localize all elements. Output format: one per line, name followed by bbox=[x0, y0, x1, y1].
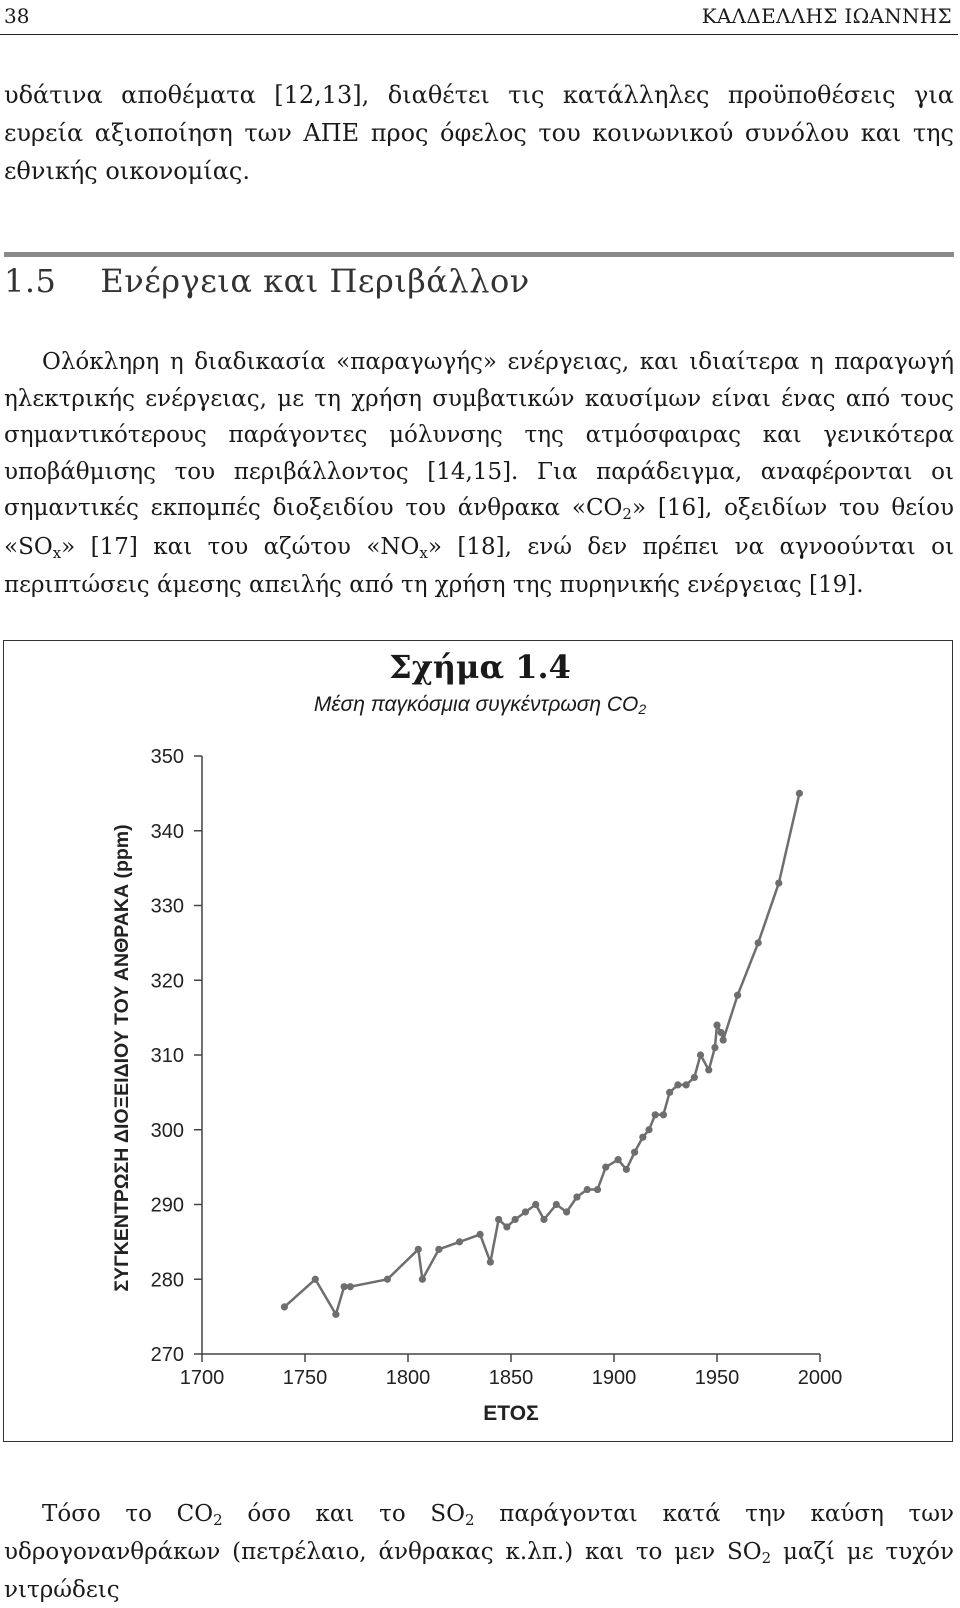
data-point bbox=[717, 1028, 725, 1037]
page-header: 38 ΚΑΛΔΕΛΛΗΣ ΙΩΑΝΝΗΣ bbox=[0, 0, 958, 35]
x-tick-label: 1700 bbox=[180, 1367, 225, 1389]
data-point bbox=[552, 1200, 560, 1209]
data-point bbox=[754, 939, 762, 947]
data-point bbox=[622, 1165, 630, 1173]
page-number: 38 bbox=[4, 4, 30, 28]
data-point bbox=[486, 1258, 494, 1266]
data-point bbox=[532, 1200, 540, 1209]
x-tick-label: 1950 bbox=[695, 1367, 740, 1389]
intro-paragraph: υδάτινα αποθέματα [12,13], διαθέτει τις … bbox=[4, 81, 954, 185]
data-point bbox=[280, 1303, 288, 1311]
y-tick-label: 330 bbox=[151, 896, 184, 918]
data-point bbox=[711, 1043, 719, 1052]
data-point bbox=[602, 1163, 610, 1171]
y-tick-label: 310 bbox=[151, 1045, 184, 1067]
data-point bbox=[795, 789, 804, 797]
paragraph-text: όσο και το SO bbox=[222, 1501, 465, 1527]
data-point bbox=[645, 1126, 653, 1134]
x-tick-label: 2000 bbox=[798, 1367, 843, 1389]
data-point bbox=[705, 1066, 713, 1074]
y-tick-label: 340 bbox=[151, 821, 184, 843]
x-tick-label: 1800 bbox=[386, 1367, 431, 1389]
section-paragraph: Ολόκληρη η διαδικασία «παραγωγής» ενέργε… bbox=[4, 344, 954, 604]
data-point bbox=[651, 1111, 659, 1119]
y-axis-label: ΣΥΓΚΕΝΤΡΩΣΗ ΔΙΟΞΕΙΔΙΟΥ ΤΟΥ ΑΝΘΡΑΚΑ (ppm) bbox=[111, 824, 133, 1291]
subscript: 2 bbox=[464, 1511, 475, 1529]
x-axis-label: ΕΤΟΣ bbox=[483, 1402, 538, 1425]
co2-series-line bbox=[283, 793, 801, 1316]
data-point bbox=[521, 1208, 530, 1216]
data-point bbox=[383, 1275, 391, 1283]
section-number: 1.5 bbox=[4, 262, 57, 300]
subscript: 2 bbox=[638, 701, 647, 717]
x-tick-label: 1900 bbox=[592, 1367, 637, 1389]
data-point bbox=[511, 1215, 519, 1224]
data-point bbox=[631, 1148, 639, 1156]
section-heading: 1.5 Ενέργεια και Περιβάλλον bbox=[4, 262, 530, 300]
data-point bbox=[340, 1283, 348, 1291]
subscript: x bbox=[419, 543, 428, 562]
y-tick-label: 280 bbox=[151, 1269, 184, 1291]
data-point bbox=[573, 1193, 581, 1201]
y-tick-label: 300 bbox=[151, 1120, 184, 1142]
y-tick-label: 350 bbox=[151, 746, 184, 768]
x-tick-label: 1850 bbox=[489, 1367, 534, 1389]
y-tick-label: 270 bbox=[151, 1344, 184, 1366]
data-point bbox=[593, 1185, 602, 1194]
y-tick-label: 290 bbox=[151, 1195, 184, 1217]
data-point bbox=[666, 1088, 674, 1096]
data-point bbox=[418, 1275, 427, 1283]
paragraph-text: παράγονται κατά την καύση των υδρογονανθ… bbox=[4, 1501, 954, 1565]
data-point bbox=[476, 1230, 484, 1238]
data-point bbox=[734, 991, 742, 999]
data-point bbox=[435, 1245, 443, 1253]
data-point bbox=[690, 1073, 698, 1082]
data-point bbox=[719, 1036, 727, 1044]
section-title: Ενέργεια και Περιβάλλον bbox=[100, 262, 530, 300]
data-point bbox=[332, 1310, 340, 1318]
data-point bbox=[495, 1215, 503, 1224]
subscript: 2 bbox=[622, 505, 632, 523]
data-point bbox=[563, 1208, 571, 1216]
closing-paragraph: Τόσο το CO2 όσο και το SO2 παράγονται κα… bbox=[4, 1496, 954, 1608]
y-tick-label: 320 bbox=[151, 970, 184, 992]
data-point bbox=[540, 1215, 548, 1224]
figure-frame bbox=[3, 640, 953, 1442]
data-point bbox=[674, 1081, 682, 1089]
data-point bbox=[614, 1156, 622, 1164]
x-tick-label: 1750 bbox=[283, 1367, 328, 1389]
paragraph-text: Τόσο το CO bbox=[42, 1501, 214, 1527]
subscript: 2 bbox=[213, 1511, 223, 1529]
running-header-author: ΚΑΛΔΕΛΛΗΣ ΙΩΑΝΝΗΣ bbox=[701, 4, 952, 28]
paragraph-text: » [17] και του αζώτου «NO bbox=[61, 533, 420, 560]
paragraph-text: » [16], οξειδίων του θείου «SO bbox=[4, 495, 955, 560]
data-point bbox=[696, 1051, 705, 1059]
paragraph-text: » [18], ενώ δεν πρέπει να αγνοούνται οι … bbox=[4, 533, 955, 599]
data-point bbox=[503, 1223, 511, 1231]
figure-subtitle: Μέση παγκόσμια συγκέντρωση CO2 bbox=[0, 693, 960, 717]
data-point bbox=[583, 1185, 591, 1194]
figure-title: Σχήμα 1.4 bbox=[389, 648, 571, 686]
data-point bbox=[775, 879, 783, 887]
data-point bbox=[713, 1021, 721, 1029]
section-divider bbox=[4, 252, 954, 257]
paragraph-text: Ολόκληρη η διαδικασία «παραγωγής» ενέργε… bbox=[4, 349, 954, 521]
subscript: x bbox=[52, 543, 62, 562]
figure-subtitle-text: Μέση παγκόσμια συγκέντρωση CO bbox=[313, 693, 639, 716]
data-point bbox=[639, 1133, 647, 1141]
data-point bbox=[455, 1238, 464, 1246]
data-point bbox=[682, 1081, 690, 1089]
data-point bbox=[346, 1283, 354, 1291]
data-point bbox=[414, 1245, 422, 1253]
data-point bbox=[311, 1275, 319, 1283]
data-point bbox=[659, 1111, 668, 1119]
subscript: 2 bbox=[761, 1549, 772, 1567]
